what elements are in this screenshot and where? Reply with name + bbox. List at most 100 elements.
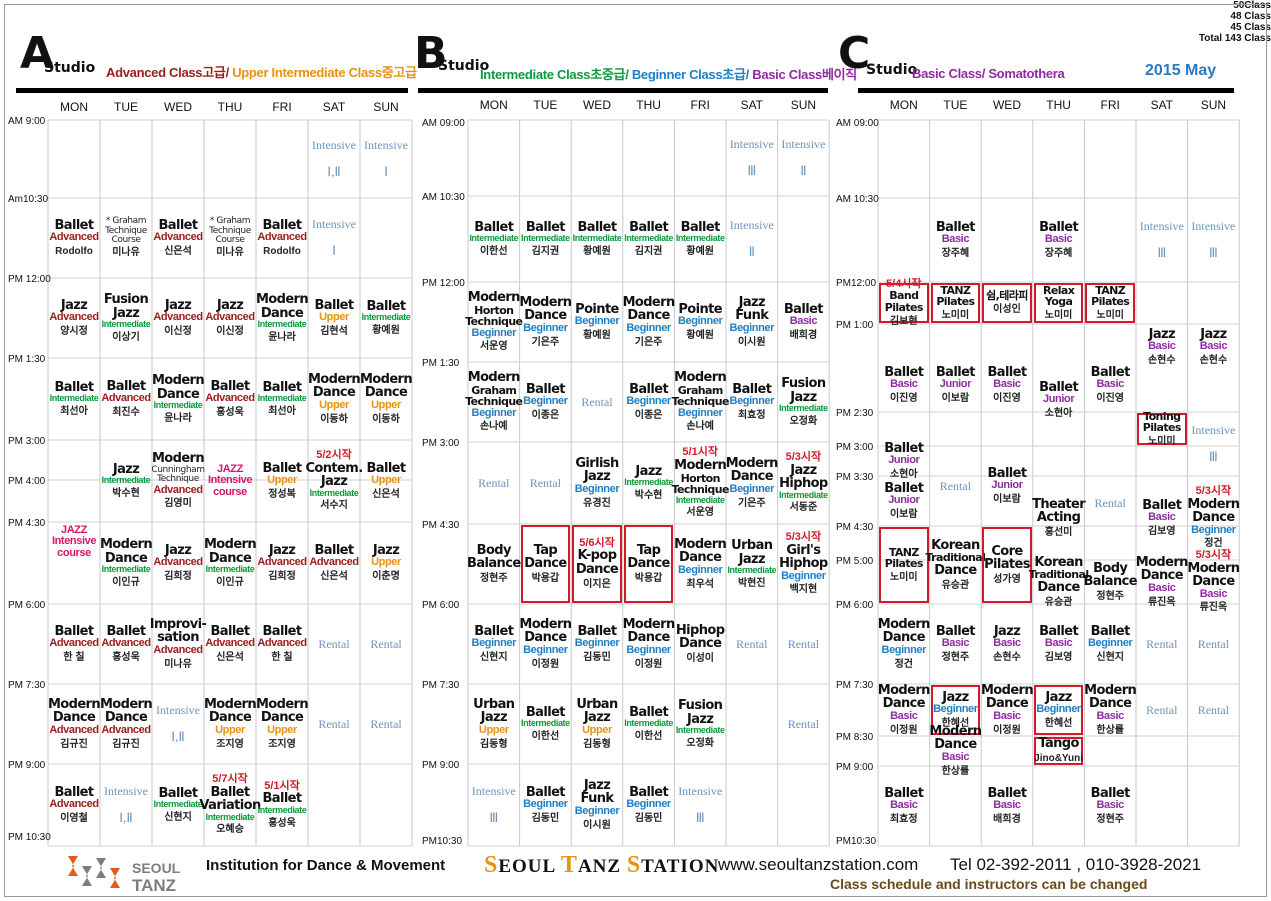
class-cell: 5/1시작 Modern Horton Technique Intermediate 서운… [672,443,730,523]
class-name: Modern [877,616,931,632]
studio-panel-c: C Studio Basic Class/ Somatothera 2015 May M… [0,22,1271,847]
class-cell: Jazz Advanced 이신정 [153,279,203,357]
class-name: Modern [1135,554,1189,570]
class-cell: Relax Yoga 노미미 [1033,283,1084,323]
instructor-name: 서수지 [320,500,348,512]
subtitle-segment: / [745,67,753,82]
instructor-name: 손현수 [993,651,1021,663]
intensive-slot: Intensive Ⅰ,Ⅱ [153,685,203,763]
time-label: PM12:00 [836,278,877,289]
website-link[interactable]: www.seoultanzstation.com [718,855,919,874]
class-cell: Modern Dance Basic 이정원 [878,684,931,736]
class-cell: Tap Dance 박용갑 [623,525,674,603]
level-label: Basic [1096,378,1125,391]
day-header-wed: WED [164,100,192,114]
instructor-name: 신은석 [372,488,400,500]
instructor-name: 이정원 [889,724,918,736]
class-name: Relax [1042,283,1075,297]
instructor-name: 김희정 [164,570,192,582]
rental-slot: Rental [1137,605,1187,683]
class-cell: Ballet Advanced 신은석 [205,605,255,683]
class-cell: Girlish Jazz Beginner 유경진 [572,443,622,523]
class-name: Funk [580,791,614,807]
time-label: PM 1:30 [422,358,460,369]
class-name: Ballet [1039,379,1079,395]
instructor-name: 배희경 [789,329,818,341]
class-name: Modern [674,536,727,552]
intensive-slot: Intensive Ⅱ [727,197,777,281]
level-label: Basic [890,378,918,391]
class-cell: 쉼,테라피 이성인 [982,283,1032,323]
class-cell: Ballet Beginner 김동민 [572,605,622,683]
class-cell: Ballet Basic 이진영 [982,325,1032,445]
instructor-name: 김규진 [112,738,140,750]
class-name: Pointe [678,301,722,317]
class-name: Modern [151,451,205,467]
seoul-tanz-logo-icon [68,856,120,888]
intensive-label: Intensive [364,137,408,152]
class-name: Jazz [687,711,714,727]
level-label: Advanced [205,311,255,324]
instructor-name: 기은주 [737,497,766,509]
instructor-name: 백지현 [789,584,818,596]
instructor-name: 소현아 [1044,407,1073,419]
rental-label: Rental [318,716,350,731]
instructor-name: 이지은 [583,578,611,590]
class-cell: Korean Traditional Dance 유승관 [1029,556,1089,607]
class-cell: Ballet Junior 소현아 [879,442,929,480]
class-cell: Ballet Advanced 한 칠 [257,605,307,683]
class-name: Modern [47,696,101,712]
class-name: Jazz [112,305,140,321]
level-label: Intermediate [49,393,99,404]
class-cell: Ballet Upper 김현석 [309,279,359,357]
studio-panel-b: B Studio Intermediate Class초중급/ Beginner C… [0,11,1271,847]
instructor-name: 정현주 [479,572,508,584]
class-cell: Modern Dance Intermediate 이인규 [100,523,153,603]
class-cell: Modern Dance Basic 류진옥 [1136,556,1189,607]
rental-slot: Rental [309,685,359,763]
time-label: PM 4:00 [8,476,46,487]
intensive-slot: Intensive Ⅲ [1137,199,1187,281]
class-cell: Ballet Junior 소현아 [1034,325,1084,475]
class-cell: Jazz Upper 이춘명 [361,523,411,603]
start-date: 5/3시작 [1195,549,1232,562]
instructor-name: 손현수 [1199,354,1228,366]
class-name: Ballet [987,465,1027,481]
class-name: Variation [199,798,261,814]
subtitle-segment: 베이직 [821,67,857,82]
rental-label: Rental [370,716,402,731]
instructor-name: 손현수 [1147,354,1176,366]
class-name: Urban [576,696,618,712]
class-name: Ballet [884,480,924,496]
class-name: Ballet [158,217,198,233]
class-name: Ballet [314,542,354,558]
rental-label: Rental [787,636,820,651]
level-label: Basic [1148,340,1176,353]
class-cell: Modern Dance Upper 이동하 [360,359,413,439]
instructor-name: 서동준 [789,502,818,514]
class-cell: Jazz Advanced 양시정 [49,279,99,357]
logo-text-seoul: SEOUL [132,860,181,876]
instructor-name: 신현지 [479,651,508,663]
level-label: Beginner [471,637,517,650]
class-name: Dance [882,696,926,712]
class-cell: TANZ Pilates 노미미 [879,527,929,603]
class-name: Modern [674,457,727,473]
class-name: Ballet [262,217,302,233]
intensive-level: Ⅰ [332,243,336,259]
class-name: Ballet [158,785,198,801]
instructor-name: 신현지 [1096,651,1124,663]
instructor-name: 홍성욱 [268,817,296,829]
class-name: Fusion [781,375,826,391]
level-label: Advanced [257,637,307,650]
intensive-slot: Intensive Ⅲ [469,765,519,845]
level-label: Intermediate [469,233,519,244]
level-label: Beginner [574,483,620,496]
instructor-name: 노미미 [889,571,918,583]
class-cell: Ballet Basic 이진영 [879,325,929,445]
class-name: * Graham [209,216,251,227]
instructor-name: 김영미 [164,498,192,510]
class-cell: 5/1시작 Ballet Intermediate 홍성욱 [257,765,307,845]
